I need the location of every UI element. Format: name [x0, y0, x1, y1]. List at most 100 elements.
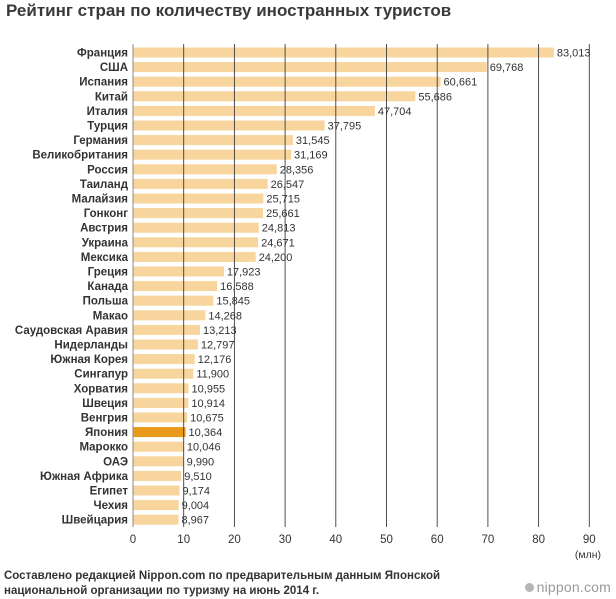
bar-15 — [133, 266, 224, 277]
value-label-13: 24,671 — [261, 237, 295, 249]
bar-29 — [133, 470, 182, 481]
value-label-15: 17,923 — [227, 267, 261, 279]
bar-3 — [133, 91, 416, 102]
x-tick-label-70: 70 — [482, 534, 495, 546]
source-note-line-1: Составлено редакцией Nippon.com по предв… — [4, 570, 441, 582]
value-label-12: 24,813 — [262, 223, 296, 235]
value-label-26: 10,364 — [189, 427, 223, 439]
x-unit-label: (млн) — [575, 549, 601, 560]
bar-23 — [133, 383, 189, 394]
bar-11 — [133, 208, 264, 219]
source-note: Составлено редакцией Nippon.com по предв… — [4, 569, 484, 599]
value-label-10: 25,715 — [266, 194, 300, 206]
bar-9 — [133, 178, 268, 189]
value-label-6: 31,545 — [296, 135, 330, 147]
bar-18 — [133, 310, 206, 321]
value-label-31: 9,004 — [182, 500, 210, 512]
value-label-21: 12,176 — [198, 354, 232, 366]
value-label-14: 24,200 — [259, 252, 293, 264]
nippon-logo: nippon.com — [524, 579, 611, 595]
value-label-25: 10,675 — [190, 413, 224, 425]
bar-17 — [133, 295, 214, 306]
category-label-9: Таиланд — [80, 179, 129, 191]
category-label-2: Испания — [79, 77, 128, 89]
value-label-2: 60,661 — [444, 77, 478, 89]
category-label-29: Южная Африка — [40, 471, 129, 483]
category-label-18: Макао — [93, 310, 128, 322]
value-label-16: 16,588 — [220, 281, 254, 293]
category-label-14: Мексика — [81, 252, 129, 264]
x-tick-label-90: 90 — [583, 534, 596, 546]
bar-28 — [133, 456, 184, 467]
value-label-5: 37,795 — [328, 121, 362, 133]
value-label-11: 25,661 — [266, 208, 300, 220]
category-label-1: США — [100, 62, 128, 74]
x-tick-label-60: 60 — [431, 534, 444, 546]
category-label-21: Южная Корея — [50, 354, 128, 366]
value-label-32: 8,967 — [181, 515, 209, 527]
category-label-25: Венгрия — [81, 413, 128, 425]
value-label-18: 14,268 — [208, 310, 242, 322]
category-label-19: Саудовская Аравия — [15, 325, 128, 337]
bar-8 — [133, 164, 277, 175]
x-tick-label-10: 10 — [177, 534, 190, 546]
bar-7 — [133, 149, 292, 160]
category-label-26: Япония — [85, 427, 128, 439]
category-label-20: Нидерланды — [54, 340, 128, 352]
value-label-9: 26,547 — [271, 179, 305, 191]
value-label-27: 10,046 — [187, 442, 221, 454]
circle-dot-icon — [524, 583, 534, 592]
bar-14 — [133, 251, 256, 262]
category-label-11: Гонконг — [84, 208, 128, 220]
logo-text: nippon.com — [536, 579, 611, 595]
value-label-1: 69,768 — [490, 62, 524, 74]
bar-31 — [133, 500, 179, 511]
bar-4 — [133, 105, 375, 116]
value-label-19: 13,213 — [203, 325, 237, 337]
category-label-13: Украина — [82, 237, 129, 249]
bar-chart: 0 10 20 30 40 50 60 70 80 90 (млн) Франция 83,013 США… — [15, 44, 601, 560]
bar-20 — [133, 339, 198, 350]
bar-0 — [133, 47, 554, 58]
bar-24 — [133, 397, 189, 408]
bar-32 — [133, 514, 179, 525]
bar-22 — [133, 368, 194, 379]
category-label-15: Греция — [88, 267, 128, 279]
category-label-6: Германия — [73, 135, 128, 147]
value-label-29: 9,510 — [184, 471, 212, 483]
source-note-line-2: национальной организации по туризму на и… — [4, 585, 320, 597]
x-tick-label-20: 20 — [228, 534, 241, 546]
bar-1 — [133, 62, 487, 73]
value-label-7: 31,169 — [294, 150, 328, 162]
value-label-8: 28,356 — [280, 164, 314, 176]
value-label-20: 12,797 — [201, 340, 235, 352]
bar-10 — [133, 193, 264, 204]
bar-19 — [133, 324, 200, 335]
x-tick-label-50: 50 — [380, 534, 393, 546]
category-label-10: Малайзия — [72, 194, 128, 206]
category-label-31: Чехия — [94, 500, 129, 512]
bar-26 — [133, 427, 186, 438]
category-label-22: Сингапур — [74, 369, 128, 381]
bar-13 — [133, 237, 259, 248]
category-label-30: Египет — [90, 486, 129, 498]
bar-16 — [133, 281, 218, 292]
category-label-24: Швеция — [82, 398, 128, 410]
bar-25 — [133, 412, 188, 423]
category-label-32: Швейцария — [62, 515, 128, 527]
category-label-16: Канада — [87, 281, 128, 293]
value-label-0: 83,013 — [557, 48, 591, 60]
category-label-27: Марокко — [79, 442, 128, 454]
bar-21 — [133, 354, 195, 365]
category-label-12: Австрия — [80, 223, 128, 235]
category-label-28: ОАЭ — [103, 456, 128, 468]
value-label-3: 55,686 — [418, 91, 452, 103]
category-label-7: Великобритания — [32, 150, 128, 162]
bar-12 — [133, 222, 259, 233]
value-label-17: 15,845 — [216, 296, 250, 308]
x-tick-label-30: 30 — [279, 534, 292, 546]
bar-5 — [133, 120, 325, 131]
category-label-17: Польша — [83, 296, 129, 308]
x-tick-label-0: 0 — [130, 534, 136, 546]
value-label-22: 11,900 — [196, 369, 229, 381]
